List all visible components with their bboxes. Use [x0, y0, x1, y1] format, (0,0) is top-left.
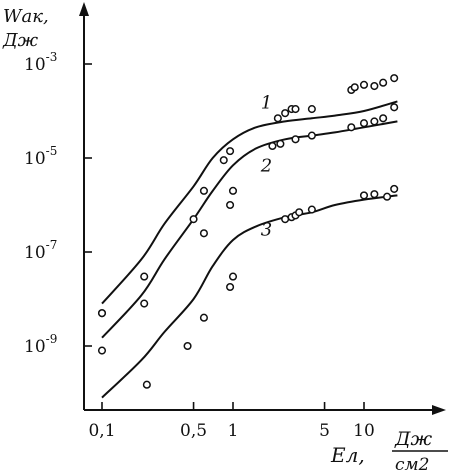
data-point-2 [226, 200, 235, 210]
curve-3 [101, 194, 398, 399]
data-point-3 [183, 341, 192, 351]
x-axis-arrow [432, 405, 446, 415]
x-tick-label: 1 [228, 421, 239, 441]
data-point-3 [295, 208, 304, 217]
data-point-2 [228, 186, 238, 195]
curves [101, 100, 398, 399]
data-point-2 [291, 135, 300, 144]
data-point-3 [359, 191, 369, 200]
series-labels: 1 2 3 [260, 93, 272, 241]
x-axis-unit-denominator: см2 [395, 455, 429, 475]
data-point-1 [370, 81, 379, 91]
data-point-3 [370, 190, 379, 199]
y-tick-label: 10-7 [24, 238, 57, 263]
data-point-1 [390, 74, 399, 83]
data-point-3 [281, 215, 290, 224]
series-label-1: 1 [261, 93, 272, 114]
data-point-3 [390, 184, 399, 193]
data-point-2 [189, 215, 198, 224]
data-point-3 [199, 313, 208, 322]
data-point-1 [140, 272, 149, 281]
data-point-3 [228, 272, 238, 281]
data-point-3 [142, 380, 151, 389]
data-point-2 [379, 114, 388, 123]
x-tick-label: 5 [319, 421, 330, 441]
y-tick-label: 10-5 [24, 144, 57, 169]
data-point-3 [226, 282, 235, 292]
y-axis-arrow [79, 2, 89, 16]
data-point-1 [379, 78, 388, 87]
curve-1 [101, 100, 398, 305]
data-point-1 [226, 147, 235, 156]
x-tick-label: 0,1 [88, 421, 115, 441]
data-point-1 [350, 83, 359, 92]
data-point-1 [199, 186, 208, 195]
data-point-2 [347, 123, 356, 132]
series-label-2: 2 [260, 155, 272, 176]
data-point-2 [276, 139, 285, 148]
data-point-3 [307, 205, 316, 214]
data-point-2 [359, 119, 369, 128]
data-point-2 [390, 103, 399, 112]
data-point-2 [199, 229, 208, 238]
x-tick-label: 10 [353, 421, 375, 441]
data-point-3 [383, 192, 392, 201]
x-axis-unit-numerator: Дж [394, 428, 432, 450]
y-tick-label: 10-3 [24, 50, 57, 75]
data-point-2 [370, 117, 379, 126]
y-axis-symbol: Wак, [3, 6, 49, 27]
y-tick-label: 10-9 [24, 332, 57, 357]
x-tick-label: 0,5 [180, 421, 207, 441]
data-point-1 [219, 156, 228, 165]
x-axis-symbol: Eл, [330, 443, 365, 467]
data-point-2 [140, 299, 149, 308]
data-point-1 [307, 105, 316, 114]
data-point-1 [291, 105, 300, 114]
points [97, 74, 399, 389]
data-point-1 [359, 80, 369, 89]
data-point-2 [268, 141, 277, 151]
data-point-3 [97, 346, 107, 355]
data-point-1 [281, 109, 290, 118]
data-point-2 [97, 309, 107, 318]
x-ticks: 0,1 0,5 1 5 10 [88, 402, 375, 441]
data-point-2 [307, 131, 316, 140]
series-label-3: 3 [261, 220, 272, 241]
y-axis-unit: Дж [2, 30, 39, 51]
curve-2 [101, 120, 398, 339]
data-point-1 [273, 114, 282, 123]
y-ticks: 10-3 10-5 10-7 10-9 [24, 50, 92, 357]
